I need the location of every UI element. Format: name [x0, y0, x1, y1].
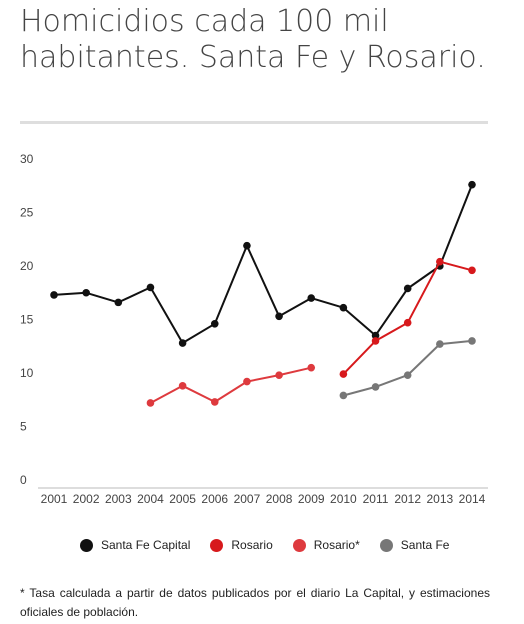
x-tick-label: 2001	[41, 492, 68, 506]
data-point	[114, 298, 123, 307]
data-point	[371, 337, 380, 345]
legend-label: Santa Fe Capital	[101, 538, 191, 552]
series-line	[53, 184, 473, 344]
legend-label: Rosario*	[313, 538, 360, 552]
title-divider	[20, 121, 488, 124]
x-tick-label: 2010	[330, 492, 357, 506]
data-point	[146, 283, 155, 292]
y-tick-label: 0	[20, 473, 27, 487]
series-line	[343, 339, 473, 397]
series-line	[342, 260, 473, 375]
data-point	[178, 382, 187, 390]
legend-dot-icon	[292, 538, 306, 552]
legend-dot-icon	[210, 538, 224, 552]
data-point	[275, 371, 283, 379]
data-point	[178, 339, 187, 347]
data-point	[275, 312, 283, 321]
x-tick-label: 2002	[73, 492, 100, 506]
footnote: * Tasa calculada a partir de datos publi…	[20, 586, 490, 619]
data-point	[50, 291, 58, 299]
x-tick-label: 2013	[426, 492, 453, 506]
x-tick-label: 2003	[105, 492, 132, 506]
data-point	[339, 370, 348, 378]
data-point	[403, 284, 412, 293]
data-point	[436, 340, 444, 348]
x-tick-label: 2007	[234, 492, 261, 506]
legend-item: Rosario	[210, 538, 273, 552]
data-point	[307, 294, 316, 302]
legend-item: Santa Fe	[379, 538, 450, 552]
data-point	[403, 318, 412, 327]
y-tick-label: 20	[20, 259, 34, 273]
legend-label: Rosario	[231, 538, 273, 552]
line-chart: 0 5 10 15 20 25 30 2001 2002 2003 2004 2005 2006 2007…	[20, 152, 488, 506]
chart-title: Homicidios cada 100 mil habitantes. Sant…	[20, 4, 486, 75]
data-point	[339, 391, 348, 400]
data-point	[468, 337, 476, 345]
axis-layer: 0 5 10 15 20 25 30 2001 2002 2003 2004 2005 2006 2007…	[20, 152, 488, 506]
series-rosario	[339, 257, 476, 378]
legend-dot-icon	[80, 538, 93, 552]
x-tick-label: 2008	[266, 492, 293, 506]
legend-label: Santa Fe	[400, 538, 450, 552]
data-point	[468, 266, 476, 275]
data-point	[243, 377, 251, 386]
legend: Santa Fe Capital Rosario Rosario* Santa Fe	[80, 538, 469, 552]
data-point	[82, 288, 90, 297]
x-tick-label: 2004	[137, 492, 164, 506]
x-tick-label: 2014	[459, 492, 486, 506]
series-rosario-	[146, 363, 316, 407]
y-tick-label: 10	[20, 366, 34, 380]
y-tick-label: 5	[20, 420, 27, 434]
data-point	[371, 383, 380, 391]
x-tick-label: 2011	[363, 492, 389, 506]
series-line	[150, 366, 312, 404]
series-santa-fe	[339, 337, 476, 400]
x-tick-label: 2006	[201, 492, 228, 506]
x-tick-label: 2009	[298, 492, 325, 506]
data-point	[371, 331, 380, 340]
y-tick-label: 25	[20, 206, 34, 220]
data-point	[403, 371, 412, 379]
data-point	[468, 180, 476, 189]
data-point	[210, 319, 219, 328]
x-tick-label: 2005	[169, 492, 196, 506]
data-point	[339, 303, 348, 312]
y-tick-label: 15	[20, 313, 34, 327]
data-point	[243, 241, 251, 250]
series-santa-fe-capital	[50, 180, 476, 347]
legend-item: Rosario*	[292, 538, 360, 552]
data-point	[210, 398, 219, 406]
series-layer	[50, 180, 476, 407]
y-tick-label: 30	[20, 152, 34, 166]
data-point	[436, 257, 444, 266]
data-point	[307, 363, 316, 372]
legend-item: Santa Fe Capital	[80, 538, 190, 552]
legend-dot-icon	[379, 538, 393, 552]
data-point	[146, 399, 155, 407]
x-tick-label: 2012	[394, 492, 421, 506]
